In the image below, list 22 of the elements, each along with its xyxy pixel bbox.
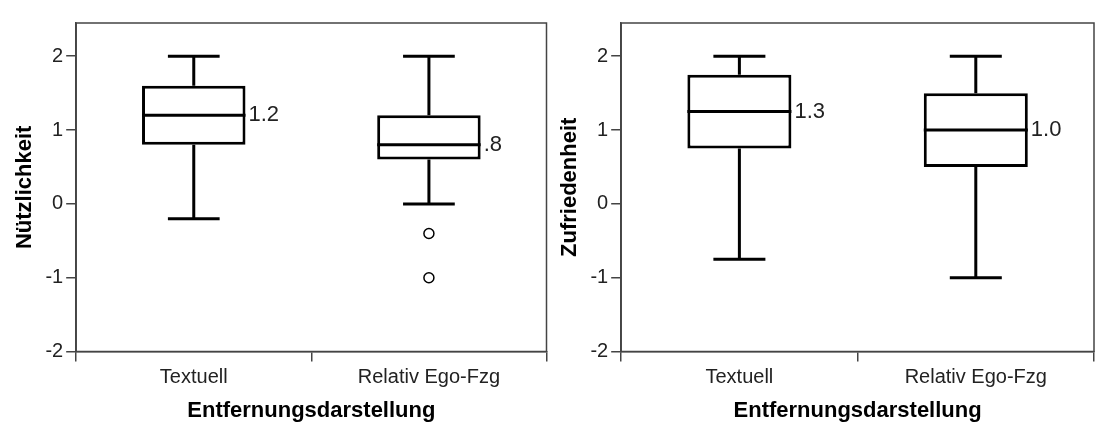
y-axis-title: Zufriedenheit	[556, 116, 582, 257]
y-tick-label: -1	[45, 265, 64, 288]
x-axis-title: Entfernungsdarstellung	[187, 396, 436, 422]
y-tick-label: 1	[52, 117, 64, 140]
x-tick-label: Relativ Ego-Fzg	[357, 365, 501, 388]
annotation: 1.0	[1030, 116, 1062, 142]
y-axis-title: Nützlichkeit	[11, 124, 37, 250]
y-tick-label: 0	[597, 191, 609, 214]
x-tick-label: Relativ Ego-Fzg	[904, 365, 1047, 388]
y-tick-label: 0	[52, 191, 64, 214]
y-tick-label: -2	[590, 339, 609, 362]
x-tick-label: Textuell	[159, 365, 228, 388]
x-tick-label: Textuell	[705, 365, 774, 388]
annotation: .8	[483, 130, 503, 156]
y-tick-label: 2	[52, 43, 64, 66]
annotation: 1.3	[794, 97, 825, 123]
y-tick-label: -2	[45, 339, 64, 362]
y-tick-label: -1	[590, 265, 609, 288]
x-axis-title: Entfernungsdarstellung	[733, 396, 982, 422]
y-tick-label: 2	[597, 43, 609, 66]
annotation: 1.2	[248, 101, 280, 127]
y-tick-label: 1	[597, 117, 609, 140]
